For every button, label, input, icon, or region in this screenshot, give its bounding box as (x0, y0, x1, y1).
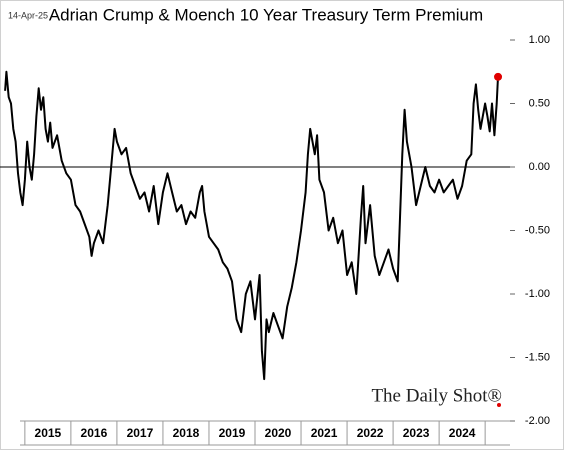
y-tick-label: 0.00 (529, 161, 550, 173)
x-tick-label: 2020 (265, 426, 292, 440)
x-tick-label: 2018 (173, 426, 200, 440)
last-point-marker (494, 72, 503, 81)
y-tick-label: -0.50 (525, 224, 550, 236)
chart-title: Adrian Crump & Moench 10 Year Treasury T… (49, 5, 483, 24)
x-tick-label: 2022 (357, 426, 384, 440)
series-line (4, 70, 499, 381)
y-tick-label: 1.00 (529, 34, 550, 46)
watermark: The Daily Shot® (371, 385, 502, 406)
x-tick-label: 2021 (311, 426, 338, 440)
date-label: 14-Apr-25 (8, 10, 48, 20)
x-tick-label: 2017 (127, 426, 154, 440)
y-tick-label: -2.00 (525, 415, 550, 427)
x-tick-label: 2016 (81, 426, 108, 440)
x-tick-label: 2023 (403, 426, 430, 440)
y-tick-label: 0.50 (529, 97, 550, 109)
y-tick-label: -1.00 (525, 288, 550, 300)
x-tick-label: 2024 (449, 426, 476, 440)
watermark-dot (497, 403, 501, 407)
x-tick-label: 2019 (219, 426, 246, 440)
x-tick-label: 2015 (35, 426, 62, 440)
y-tick-label: -1.50 (525, 351, 550, 363)
